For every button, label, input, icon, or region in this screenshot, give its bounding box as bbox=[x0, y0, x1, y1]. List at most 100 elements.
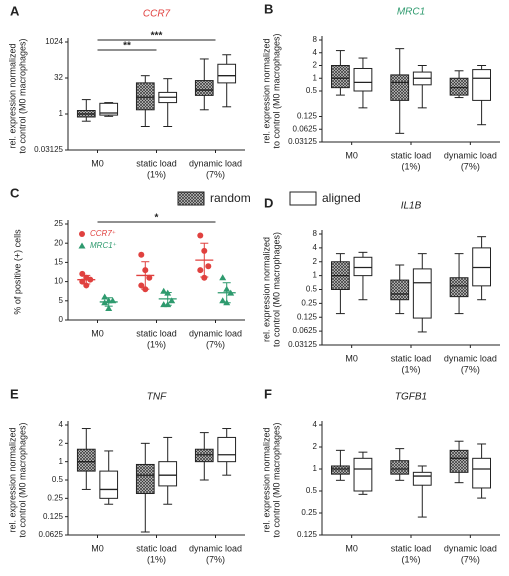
panel-title: IL1B bbox=[401, 201, 422, 212]
x-tick-label: M0 bbox=[91, 158, 104, 168]
x-tick-label: (1%) bbox=[401, 554, 420, 564]
y-tick-label: 1024 bbox=[45, 37, 63, 46]
panel-letter: B bbox=[264, 1, 273, 16]
x-tick-label: dynamic load bbox=[189, 158, 242, 168]
point bbox=[138, 251, 145, 258]
x-tick-label: (1%) bbox=[147, 554, 166, 564]
point bbox=[105, 304, 113, 311]
point bbox=[201, 274, 208, 281]
box bbox=[99, 470, 119, 499]
y-tick-label: 1 bbox=[313, 464, 318, 473]
x-tick-label: (7%) bbox=[461, 554, 480, 564]
y-tick-label: 0 bbox=[59, 315, 64, 324]
x-tick-label: (7%) bbox=[206, 554, 225, 564]
y-axis-label: to control (M0 macrophages) bbox=[271, 422, 281, 537]
x-tick-label: (7%) bbox=[461, 161, 480, 171]
x-tick-label: M0 bbox=[345, 543, 358, 553]
box bbox=[390, 74, 410, 101]
panel-letter: E bbox=[10, 386, 19, 401]
legend-swatch-random bbox=[177, 191, 205, 206]
box bbox=[135, 463, 155, 495]
y-tick-label: 0.0625 bbox=[293, 124, 318, 133]
box bbox=[449, 449, 469, 473]
box bbox=[99, 102, 119, 116]
y-tick-label: 4 bbox=[313, 420, 318, 429]
y-axis-label: % of positive (+) cells bbox=[12, 229, 22, 315]
y-tick-label: 0.0625 bbox=[39, 530, 64, 539]
y-axis-label: rel. expression normalized bbox=[261, 38, 271, 143]
box bbox=[135, 82, 155, 111]
y-tick-label: 2 bbox=[313, 257, 318, 266]
x-tick-label: M0 bbox=[345, 353, 358, 363]
legend-label: CCR7⁺ bbox=[90, 229, 116, 238]
y-tick-label: 0.125 bbox=[297, 312, 318, 321]
y-tick-label: 15 bbox=[54, 258, 63, 267]
x-tick-label: (1%) bbox=[401, 161, 420, 171]
x-tick-label: (7%) bbox=[206, 339, 225, 349]
box bbox=[412, 471, 432, 486]
legend-label: MRC1⁺ bbox=[90, 241, 117, 250]
point bbox=[146, 274, 153, 281]
box bbox=[472, 69, 492, 101]
y-tick-label: 0.5 bbox=[306, 285, 318, 294]
y-tick-label: 1 bbox=[313, 271, 318, 280]
box bbox=[412, 268, 432, 319]
y-tick-label: 4 bbox=[313, 243, 318, 252]
panel-letter: A bbox=[10, 3, 20, 18]
y-axis-label: rel. expression normalized bbox=[7, 427, 17, 532]
x-tick-label: static load bbox=[391, 353, 432, 363]
y-tick-label: 0.03125 bbox=[34, 145, 63, 154]
point bbox=[101, 293, 109, 300]
x-tick-label: dynamic load bbox=[444, 150, 497, 160]
y-tick-label: 4 bbox=[59, 420, 64, 429]
x-tick-label: static load bbox=[136, 328, 177, 338]
y-tick-label: 0.03125 bbox=[288, 340, 317, 349]
x-tick-label: dynamic load bbox=[189, 543, 242, 553]
significance-label: ** bbox=[123, 41, 131, 52]
y-tick-label: 0.125 bbox=[43, 512, 64, 521]
x-tick-label: static load bbox=[391, 543, 432, 553]
y-tick-label: 0.25 bbox=[301, 508, 317, 517]
y-tick-label: 0.03125 bbox=[288, 137, 317, 146]
significance-label: * bbox=[155, 213, 159, 224]
box bbox=[194, 80, 214, 96]
point bbox=[219, 274, 227, 281]
legend-label: random bbox=[210, 191, 251, 205]
significance-label: *** bbox=[151, 31, 163, 42]
y-tick-label: 1 bbox=[313, 73, 318, 82]
y-tick-label: 0.0625 bbox=[293, 326, 318, 335]
x-tick-label: (7%) bbox=[206, 169, 225, 179]
panel-letter: F bbox=[264, 386, 272, 401]
panel-title: MRC1 bbox=[397, 7, 425, 18]
y-tick-label: 2 bbox=[59, 438, 64, 447]
x-tick-label: static load bbox=[136, 543, 177, 553]
y-tick-label: 0.5 bbox=[52, 475, 64, 484]
y-tick-label: 2 bbox=[313, 442, 318, 451]
y-axis-label: to control (M0 macrophages) bbox=[17, 422, 27, 537]
x-tick-label: M0 bbox=[91, 543, 104, 553]
y-tick-label: 0.5 bbox=[306, 486, 318, 495]
box bbox=[390, 460, 410, 475]
point bbox=[219, 297, 227, 304]
y-tick-label: 2 bbox=[313, 61, 318, 70]
y-tick-label: 1 bbox=[59, 457, 64, 466]
x-tick-label: dynamic load bbox=[444, 543, 497, 553]
x-tick-label: (7%) bbox=[461, 364, 480, 374]
y-tick-label: 10 bbox=[54, 277, 63, 286]
box bbox=[330, 65, 350, 89]
legend-marker bbox=[78, 242, 86, 249]
box bbox=[217, 436, 237, 463]
y-tick-label: 0.125 bbox=[297, 530, 318, 539]
y-tick-label: 20 bbox=[54, 238, 63, 247]
y-axis-label: rel. expression normalized bbox=[7, 43, 17, 148]
legend-swatch-aligned bbox=[289, 191, 317, 206]
panel-title: CCR7 bbox=[143, 9, 171, 20]
box bbox=[158, 461, 178, 487]
x-tick-label: dynamic load bbox=[444, 353, 497, 363]
box bbox=[472, 457, 492, 489]
y-axis-label: to control (M0 macrophages) bbox=[271, 232, 281, 347]
legend-marker bbox=[79, 231, 85, 237]
y-axis-label: rel. expression normalized bbox=[261, 237, 271, 342]
point bbox=[197, 267, 204, 274]
box bbox=[353, 67, 373, 92]
